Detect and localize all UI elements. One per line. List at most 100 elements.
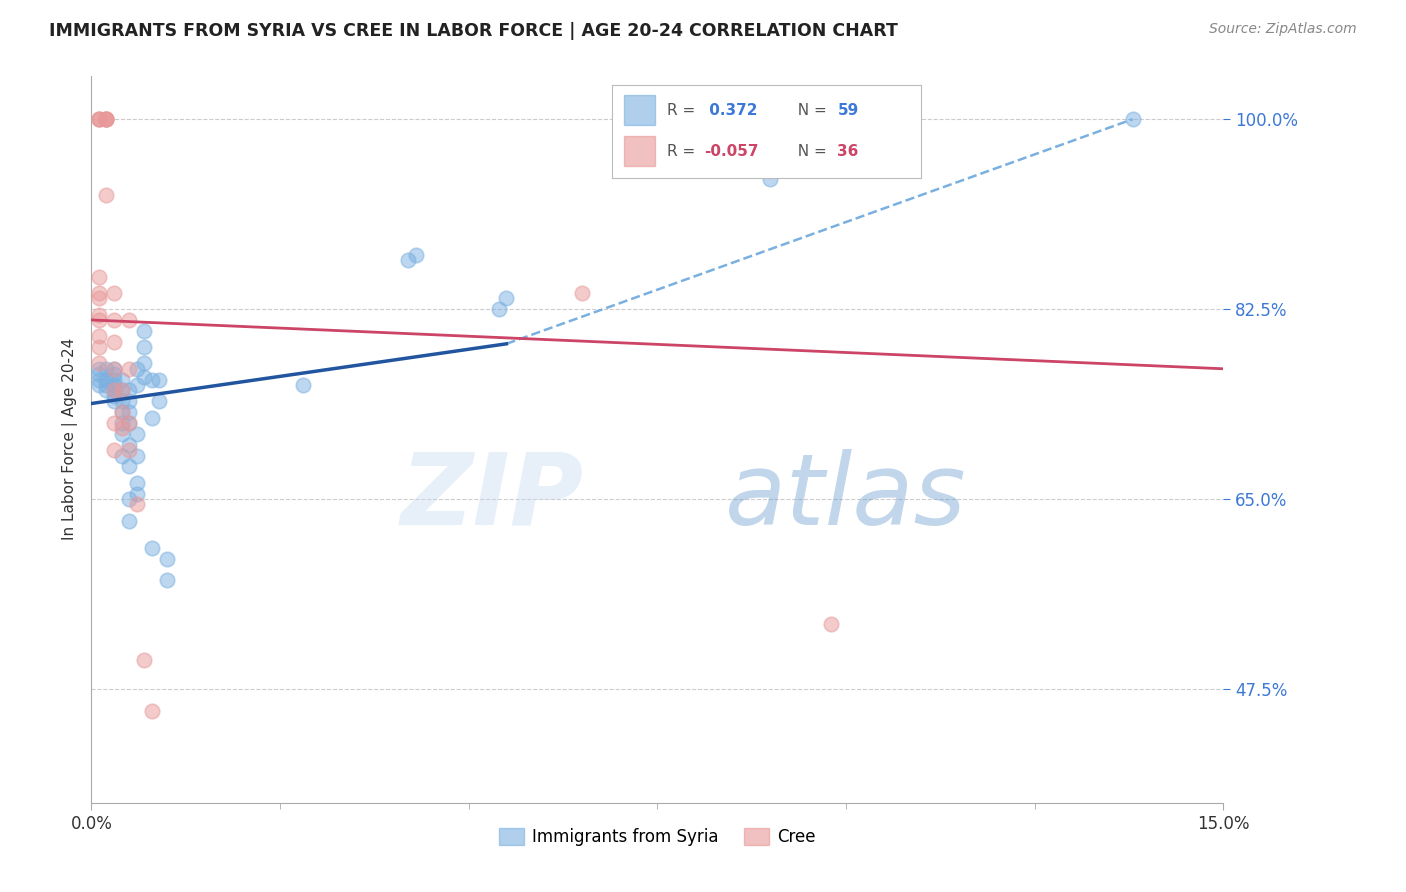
Point <box>125 449 148 463</box>
Point <box>134 356 156 370</box>
Text: IMMIGRANTS FROM SYRIA VS CREE IN LABOR FORCE | AGE 20-24 CORRELATION CHART: IMMIGRANTS FROM SYRIA VS CREE IN LABOR F… <box>49 22 898 40</box>
Point <box>96 112 118 127</box>
Text: N =: N = <box>787 144 831 159</box>
Point <box>87 378 110 392</box>
Point <box>87 373 110 387</box>
Point <box>87 368 110 382</box>
Text: Source: ZipAtlas.com: Source: ZipAtlas.com <box>1209 22 1357 37</box>
Point <box>110 416 132 430</box>
Point <box>118 394 141 409</box>
Point <box>96 112 118 127</box>
Point <box>125 475 148 490</box>
Point <box>87 285 110 300</box>
Point <box>134 370 156 384</box>
Text: ZIP: ZIP <box>401 449 583 546</box>
Text: N =: N = <box>787 103 831 118</box>
Point <box>110 426 132 441</box>
Point <box>134 340 156 354</box>
Point <box>110 449 132 463</box>
Legend: Immigrants from Syria, Cree: Immigrants from Syria, Cree <box>492 822 823 853</box>
Point <box>110 373 132 387</box>
Text: R =: R = <box>668 144 700 159</box>
Text: 59: 59 <box>838 103 859 118</box>
Point <box>87 361 110 376</box>
Point <box>87 308 110 322</box>
Point <box>118 384 141 398</box>
Point <box>87 329 110 343</box>
Point <box>103 384 125 398</box>
Point <box>103 334 125 349</box>
Point <box>110 405 132 419</box>
Point <box>103 373 125 387</box>
Point <box>148 373 170 387</box>
Text: 36: 36 <box>838 144 859 159</box>
Point <box>141 704 163 718</box>
Point <box>87 340 110 354</box>
Point <box>156 574 179 588</box>
Point <box>118 416 141 430</box>
Point <box>96 378 118 392</box>
Point <box>118 491 141 506</box>
Point <box>134 324 156 338</box>
Point <box>110 384 132 398</box>
Point <box>118 459 141 474</box>
Point <box>148 394 170 409</box>
Point <box>103 361 125 376</box>
Point <box>125 378 148 392</box>
Point <box>759 172 782 186</box>
Point <box>396 253 419 268</box>
Point <box>87 356 110 370</box>
Text: R =: R = <box>668 103 700 118</box>
Point <box>103 416 125 430</box>
Point <box>96 361 118 376</box>
Point <box>96 373 118 387</box>
Point <box>118 313 141 327</box>
Point <box>134 652 156 666</box>
Text: atlas: atlas <box>725 449 967 546</box>
Point <box>125 361 148 376</box>
Text: 0.372: 0.372 <box>704 103 758 118</box>
Point <box>118 438 141 452</box>
Point <box>1122 112 1144 127</box>
Point <box>103 285 125 300</box>
Point <box>110 421 132 435</box>
Point <box>495 291 517 305</box>
Point <box>103 443 125 458</box>
Point <box>125 486 148 500</box>
Point <box>125 426 148 441</box>
Point <box>156 551 179 566</box>
Point <box>405 248 427 262</box>
Point <box>87 313 110 327</box>
Point <box>103 384 125 398</box>
Point <box>110 384 132 398</box>
Point <box>125 497 148 511</box>
Point <box>820 616 842 631</box>
Point <box>103 394 125 409</box>
Point <box>110 394 132 409</box>
Point <box>571 285 593 300</box>
Point <box>87 112 110 127</box>
Point <box>96 384 118 398</box>
Point <box>118 514 141 528</box>
Point <box>103 313 125 327</box>
Point <box>118 405 141 419</box>
Y-axis label: In Labor Force | Age 20-24: In Labor Force | Age 20-24 <box>62 338 77 541</box>
Point <box>103 389 125 403</box>
Point <box>110 405 132 419</box>
Bar <box>624 136 655 166</box>
Point <box>103 361 125 376</box>
Point <box>87 112 110 127</box>
Point <box>118 416 141 430</box>
Point <box>291 378 314 392</box>
Point <box>103 368 125 382</box>
Point <box>87 269 110 284</box>
Point <box>118 361 141 376</box>
Point <box>488 302 510 317</box>
Point <box>141 410 163 425</box>
Bar <box>624 95 655 125</box>
Point <box>96 112 118 127</box>
Point <box>103 378 125 392</box>
Point <box>87 291 110 305</box>
Point <box>141 541 163 555</box>
Point <box>118 443 141 458</box>
